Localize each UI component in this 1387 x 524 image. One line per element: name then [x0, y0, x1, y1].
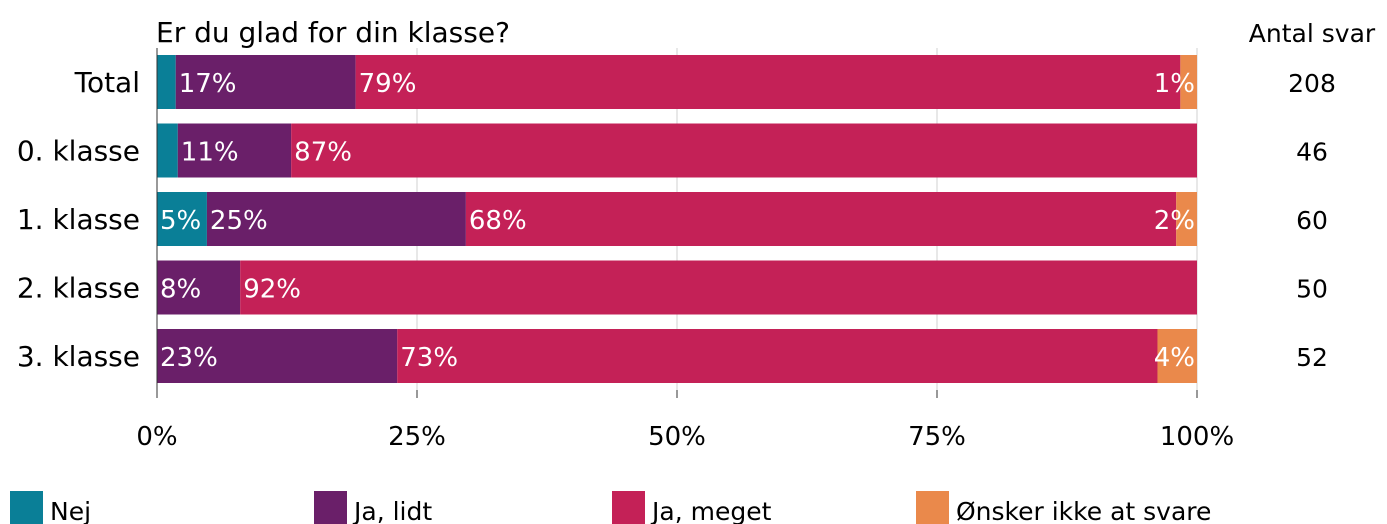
legend-swatch	[916, 491, 949, 524]
count-label: 60	[1296, 206, 1328, 235]
category-label: 0. klasse	[17, 135, 140, 168]
category-label: 2. klasse	[17, 272, 140, 305]
data-label: 5%	[160, 206, 201, 236]
bar-segment	[1157, 329, 1197, 383]
count-label: 208	[1288, 69, 1336, 98]
x-tick-label: 25%	[388, 422, 446, 452]
legend-label: Ja, lidt	[352, 497, 432, 524]
bar-segment	[397, 329, 1158, 383]
data-label: 25%	[210, 206, 268, 236]
legend-swatch	[612, 491, 645, 524]
data-label: 17%	[179, 69, 237, 99]
data-label: 2%	[1154, 206, 1195, 236]
bar-segment	[157, 55, 176, 109]
count-label: 52	[1296, 343, 1328, 372]
bar-segment	[157, 260, 241, 315]
category-label: Total	[74, 66, 140, 99]
bar-segment	[465, 192, 1177, 246]
bar-segment	[157, 192, 207, 246]
data-label: 73%	[400, 343, 458, 373]
bar-segment	[157, 329, 398, 383]
bar-segment	[1180, 55, 1197, 109]
chart-title: Er du glad for din klasse?	[156, 16, 510, 49]
data-label: 23%	[160, 343, 218, 373]
category-label: 1. klasse	[17, 203, 140, 236]
data-label: 8%	[160, 275, 201, 305]
x-tick-label: 100%	[1160, 422, 1234, 452]
count-label: 50	[1296, 275, 1328, 304]
legend-label: Ja, meget	[650, 497, 772, 524]
legend-label: Nej	[50, 497, 91, 524]
data-label: 11%	[181, 138, 239, 168]
bar-segment	[206, 192, 466, 246]
legend-label: Ønsker ikke at svare	[956, 497, 1211, 524]
bars: 17% 79% 1% 11% 87% 5% 25% 68% 2% 8% 92% 23% 73% 4%	[157, 55, 1197, 383]
data-label: 87%	[294, 138, 352, 168]
bar-segment	[240, 260, 1197, 315]
legend-swatch	[314, 491, 347, 524]
count-label: 46	[1296, 138, 1328, 167]
category-label: 3. klasse	[17, 340, 140, 373]
bar-segment	[1176, 192, 1197, 246]
bar-segment	[175, 55, 356, 109]
count-column-header: Antal svar	[1249, 19, 1376, 48]
legend: Nej Ja, lidt Ja, meget Ønsker ikke at svare	[10, 491, 1211, 524]
x-tick-label: 50%	[648, 422, 706, 452]
data-label: 92%	[243, 275, 301, 305]
data-label: 1%	[1154, 69, 1195, 99]
x-tick-label: 0%	[136, 422, 177, 452]
bar-segment	[355, 55, 1181, 109]
legend-swatch	[10, 491, 43, 524]
bar-segment	[291, 123, 1197, 178]
data-label: 4%	[1154, 343, 1195, 373]
bar-segment	[177, 123, 292, 178]
data-label: 79%	[359, 69, 417, 99]
data-label: 68%	[469, 206, 527, 236]
axes: 0% 25% 50% 75% 100% Total 208 0. klasse 46 1. kla…	[17, 48, 1336, 452]
bar-segment	[157, 123, 178, 178]
x-tick-label: 75%	[908, 422, 966, 452]
